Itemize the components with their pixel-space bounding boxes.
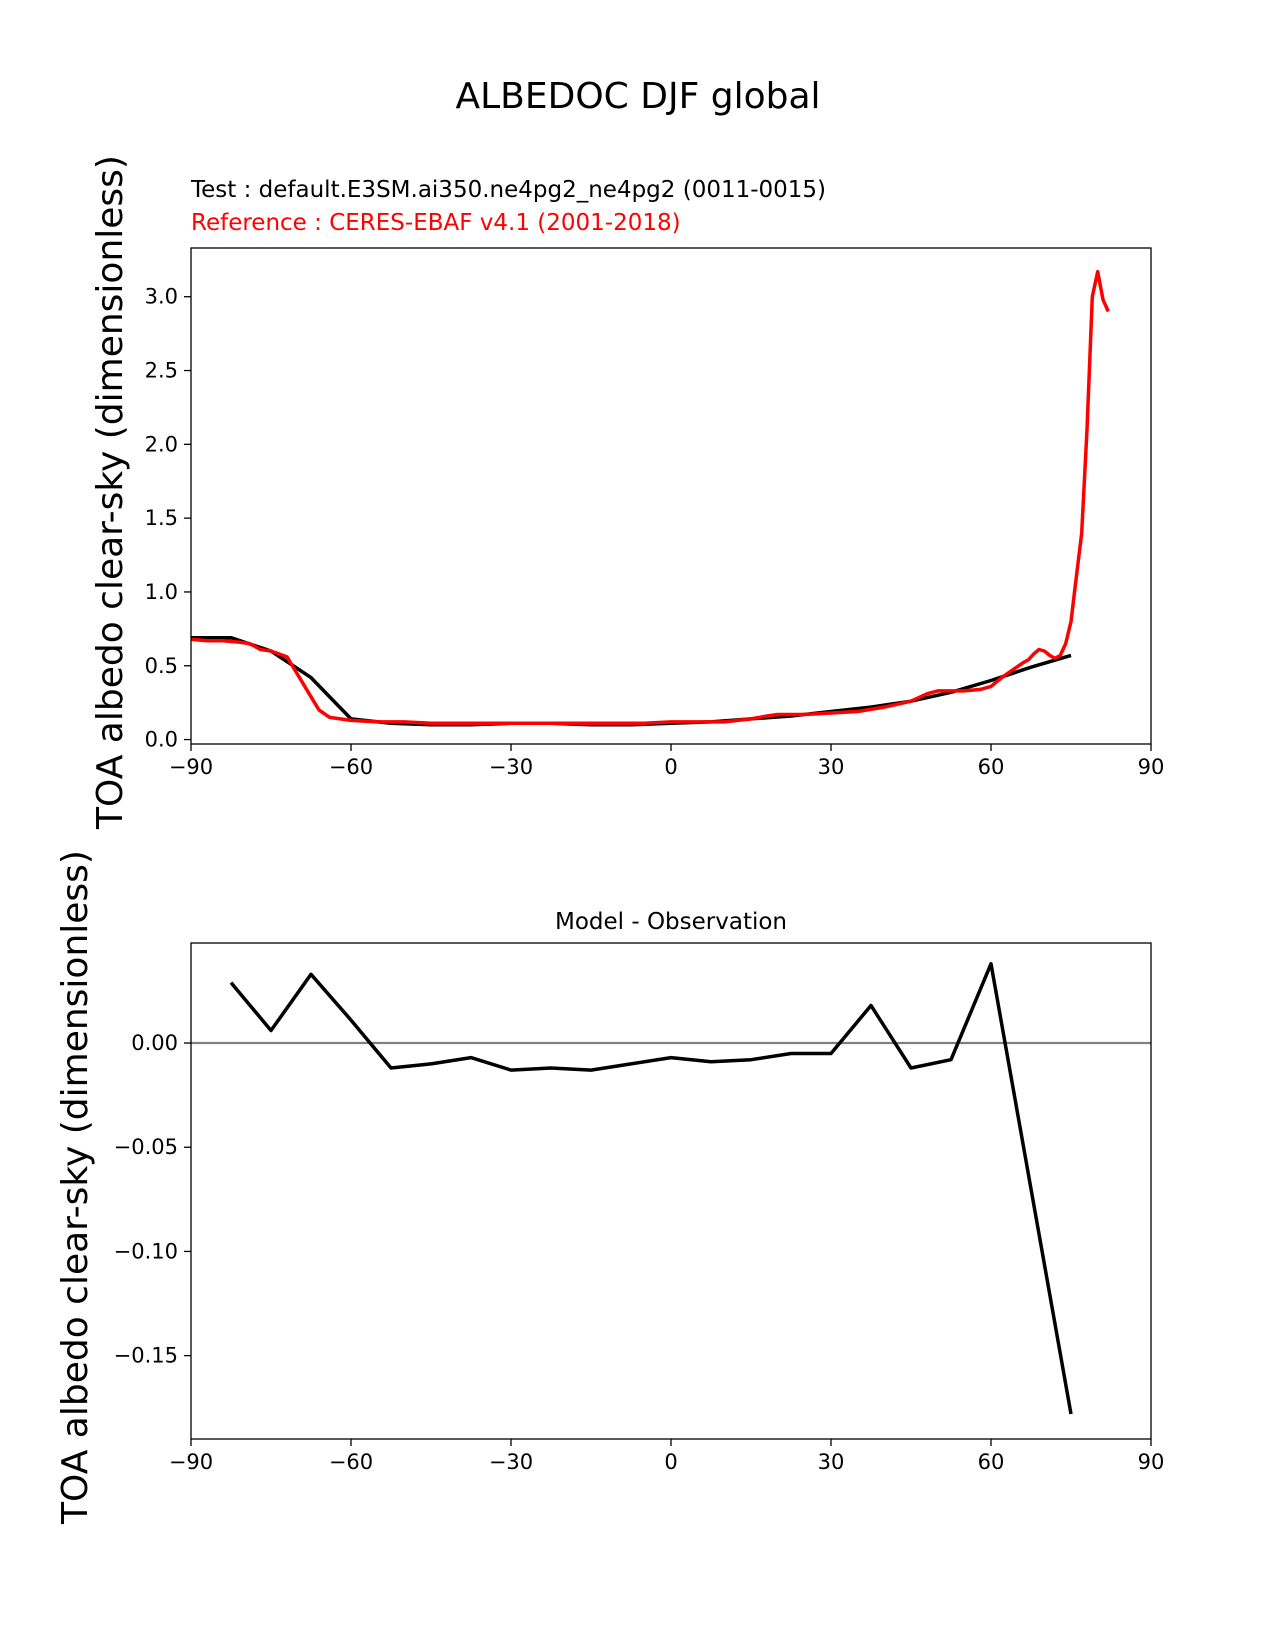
x-tick-label: 0 [664, 1450, 677, 1474]
y-tick-label: 0.5 [145, 654, 178, 678]
reference-label: Reference : CERES-EBAF v4.1 (2001-2018) [191, 210, 681, 236]
y-tick-label: 2.0 [145, 432, 178, 456]
x-tick-label: 0 [664, 755, 677, 779]
y-tick-label: 1.5 [145, 506, 178, 530]
difference-series-line [229, 962, 1073, 1415]
bottom-ylabel: TOA albedo clear-sky (dimensionless) [55, 850, 96, 1525]
top-plot-axes: Test : default.E3SM.ai350.ne4pg2_ne4pg2 … [90, 155, 1164, 830]
x-tick-label: 90 [1138, 1450, 1165, 1474]
test-label: Test : default.E3SM.ai350.ne4pg2_ne4pg2 … [190, 177, 826, 203]
x-tick-label: −90 [169, 755, 213, 779]
x-tick-label: 90 [1138, 755, 1165, 779]
y-tick-label: 0.00 [131, 1031, 178, 1055]
bottom-plot-series [191, 962, 1151, 1415]
bottom-plot-frame [190, 942, 1152, 1440]
y-tick-label: 1.0 [145, 580, 178, 604]
top-plot-ticks: −90 −60 −30 0 30 60 90 0.0 0.5 1.0 1.5 2.0 2.5 3.0 [145, 285, 1165, 779]
x-tick-label: −90 [169, 1450, 213, 1474]
bottom-plot-ticks: −90 −60 −30 0 30 60 90 0.00 −0.05 −0.10 −0.15 [114, 1031, 1165, 1474]
x-tick-label: 30 [818, 1450, 845, 1474]
top-plot-series [190, 269, 1110, 727]
x-tick-label: −30 [489, 1450, 533, 1474]
difference-title: Model - Observation [555, 909, 787, 935]
figure-suptitle: ALBEDOC DJF global [455, 76, 820, 117]
x-tick-label: 60 [978, 1450, 1005, 1474]
x-tick-label: 30 [818, 755, 845, 779]
reference-series-line [190, 269, 1110, 726]
y-tick-label: −0.10 [114, 1239, 178, 1263]
x-tick-label: −60 [329, 755, 373, 779]
top-ylabel: TOA albedo clear-sky (dimensionless) [90, 155, 131, 830]
y-tick-label: −0.15 [114, 1344, 178, 1368]
y-tick-label: 2.5 [145, 359, 178, 383]
x-tick-label: −30 [489, 755, 533, 779]
bottom-plot-axes: Model - Observation TOA albedo clear-sky… [55, 850, 1164, 1525]
x-tick-label: 60 [978, 755, 1005, 779]
top-plot-frame [190, 247, 1152, 745]
x-tick-label: −60 [329, 1450, 373, 1474]
y-tick-label: 0.0 [145, 728, 178, 752]
y-tick-label: 3.0 [145, 285, 178, 309]
y-tick-label: −0.05 [114, 1135, 178, 1159]
